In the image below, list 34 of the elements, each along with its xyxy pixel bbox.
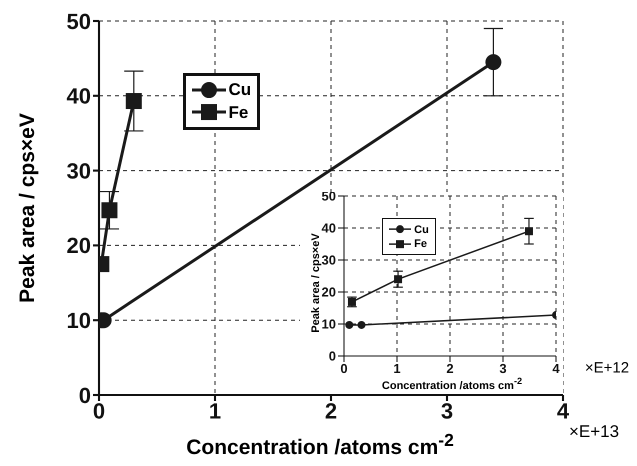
legend-label: Fe xyxy=(228,102,248,122)
y-axis-title: Peak area / cps×eV xyxy=(310,233,322,333)
x-axis-title: Concentration /atoms cm$^{-2}$ xyxy=(382,376,522,392)
y-tick-label: 40 xyxy=(322,220,336,236)
x-axis-title: Concentration /atoms cm$^{-2}$ xyxy=(186,430,454,460)
x-tick-label: 2 xyxy=(324,398,338,424)
legend-label: Cu xyxy=(414,224,429,236)
y-tick-label: 20 xyxy=(322,284,336,300)
x-tick-label: 1 xyxy=(208,398,222,424)
x-tick-label: 1 xyxy=(393,361,401,376)
text: ×E+12 xyxy=(584,360,630,376)
y-tick-label: 40 xyxy=(66,84,91,109)
y-tick-label: 30 xyxy=(66,158,91,184)
y-tick-label: 0 xyxy=(328,348,336,364)
legend-label: Fe xyxy=(414,238,427,250)
x-tick-label: 3 xyxy=(440,398,454,424)
x-tick-label: 0 xyxy=(340,361,348,376)
y-tick-label: 0 xyxy=(78,382,91,408)
y-tick-label: 20 xyxy=(66,233,91,258)
y-tick-label: 50 xyxy=(66,8,91,34)
x-tick-label: 4 xyxy=(552,361,560,376)
y-tick-label: 10 xyxy=(66,308,91,334)
y-tick-label: 30 xyxy=(322,252,336,268)
y-axis-title: Peak area / cps×eV xyxy=(16,113,40,303)
x-tick-label: 2 xyxy=(446,361,454,376)
point xyxy=(357,320,366,329)
point xyxy=(345,320,354,329)
point xyxy=(524,227,533,236)
text: ×E+13 xyxy=(568,422,620,442)
x-tick-label: 4 xyxy=(556,398,570,424)
y-tick-label: 10 xyxy=(322,316,336,332)
point xyxy=(394,275,402,284)
legend-label: Cu xyxy=(228,80,252,100)
x-tick-label: 3 xyxy=(499,361,507,376)
